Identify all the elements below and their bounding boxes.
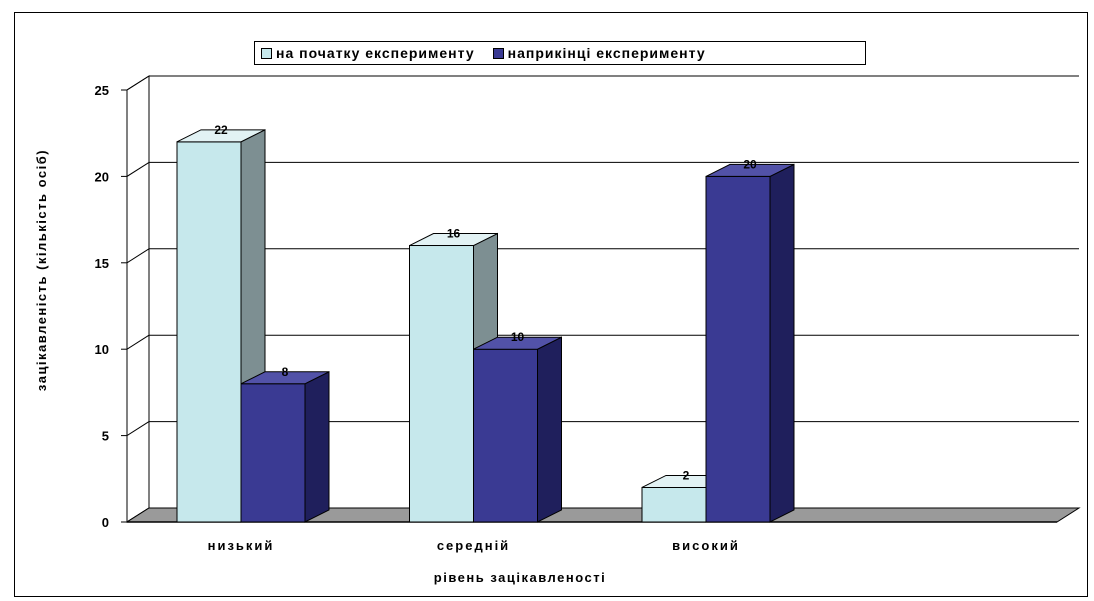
legend-swatch-end <box>492 47 504 59</box>
x-tick-label: низький <box>208 538 275 553</box>
bar <box>176 141 242 523</box>
bar-side <box>537 336 562 523</box>
x-tick-label: середній <box>437 538 510 553</box>
left-wall <box>126 75 150 523</box>
bar <box>473 348 538 523</box>
y-tick-label: 10 <box>95 342 109 357</box>
legend-swatch-start <box>261 47 272 59</box>
legend-label-end: наприкінці експерименту <box>507 45 706 61</box>
bar <box>705 175 771 523</box>
data-label: 22 <box>214 123 228 137</box>
data-label: 20 <box>743 157 757 171</box>
bar-top <box>473 336 562 350</box>
bar <box>641 486 707 523</box>
data-label: 10 <box>511 330 525 344</box>
y-tick-label: 25 <box>95 83 109 98</box>
data-label: 16 <box>447 227 461 241</box>
y-tick-label: 0 <box>102 515 109 530</box>
bar-top <box>240 371 330 385</box>
gridline-side <box>126 421 150 437</box>
bar-side <box>304 370 330 523</box>
gridline-side <box>126 248 150 264</box>
legend-item-end: наприкінці експерименту <box>492 45 706 61</box>
gridline-side <box>126 334 150 350</box>
bar-top <box>176 129 266 143</box>
legend: на початку експерименту наприкінці експе… <box>254 41 866 65</box>
y-tick-label: 20 <box>95 169 109 184</box>
legend-item-start: на початку експерименту <box>261 45 475 61</box>
bars <box>176 129 795 523</box>
y-tick-label: 5 <box>102 429 109 444</box>
gridlines <box>121 75 1079 523</box>
bar <box>240 383 306 523</box>
gridline-side <box>126 75 150 91</box>
bar-side <box>769 163 795 523</box>
bar-top <box>705 163 795 177</box>
legend-label-start: на початку експерименту <box>276 45 475 61</box>
x-tick-label: високий <box>672 538 740 553</box>
bar-top <box>409 233 498 247</box>
bar <box>409 245 474 523</box>
y-axis-title: зацікавленість (кількість осіб) <box>34 149 49 391</box>
data-label: 2 <box>683 468 690 482</box>
labels: 0 5 10 15 20 25 22 8 низький 16 10 середній 2 20 висок… <box>95 83 757 553</box>
y-tick-label: 15 <box>95 256 109 271</box>
gridline-side <box>126 161 150 177</box>
data-label: 8 <box>282 365 289 379</box>
x-axis-title: рівень зацікавленості <box>434 570 606 585</box>
